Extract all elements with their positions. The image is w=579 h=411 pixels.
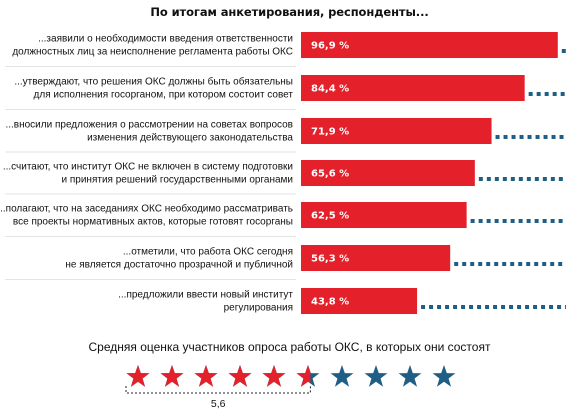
chart-title: По итогам анкетирования, респонденты... xyxy=(150,5,429,19)
rating-star xyxy=(126,365,150,387)
category-label: ...считают, что институт ОКС не включен … xyxy=(3,162,293,173)
rating-star xyxy=(296,365,320,387)
bar-row: 96,9 % ...заявили о необходимости введени… xyxy=(12,32,566,58)
bar-value-label: 96,9 % xyxy=(311,41,349,52)
rating-star xyxy=(194,365,218,387)
bar xyxy=(301,75,525,101)
category-label: не является достаточно прозрачной и публ… xyxy=(65,259,293,271)
bar-value-label: 71,9 % xyxy=(311,127,349,138)
star-fill xyxy=(262,365,286,387)
star-fill xyxy=(194,365,218,387)
category-label: ...полагают, что на заседаниях ОКС необх… xyxy=(0,203,293,215)
category-label: изменения действующего законодательства xyxy=(87,133,293,144)
bar-value-label: 84,4 % xyxy=(311,84,349,95)
star-fill xyxy=(160,365,184,387)
bar-value-label: 65,6 % xyxy=(311,169,349,180)
rating-star xyxy=(364,365,388,387)
category-label: ...отметили, что работа ОКС сегодня xyxy=(123,246,293,258)
bar xyxy=(301,160,475,186)
star-icon xyxy=(330,365,354,387)
bar-row: 71,9 % ...вносили предложения о рассмотре… xyxy=(5,118,566,144)
bar xyxy=(301,118,492,144)
bar xyxy=(301,245,451,271)
bar-row: 65,6 % ...считают, что институт ОКС не вк… xyxy=(3,160,566,186)
category-label: для исполнения госорганом, при котором с… xyxy=(34,90,294,101)
rating-bracket xyxy=(125,386,311,394)
category-label: все проекты нормативных актов, которые г… xyxy=(13,217,293,228)
bar-value-label: 43,8 % xyxy=(311,297,349,308)
rating-star xyxy=(398,365,422,387)
bar xyxy=(301,288,418,314)
rating-star xyxy=(432,365,456,387)
rating-star xyxy=(330,365,354,387)
rating-title: Средняя оценка участников опроса работы … xyxy=(88,340,491,354)
category-label: и принятия решений государственными орга… xyxy=(62,175,294,186)
star-fill xyxy=(228,365,252,387)
category-label: ...вносили предложения о рассмотрении на… xyxy=(5,120,293,131)
category-label: ...предложили ввести новый институт xyxy=(118,290,293,301)
bar xyxy=(301,32,558,58)
star-icon xyxy=(364,365,388,387)
bar-value-label: 62,5 % xyxy=(311,211,349,222)
star-icon xyxy=(398,365,422,387)
bar-row: 56,3 % ...отметили, что работа ОКС сегодн… xyxy=(65,245,566,271)
bar-value-label: 56,3 % xyxy=(311,254,349,265)
star-fill xyxy=(296,365,311,387)
bar xyxy=(301,202,467,228)
star-icon xyxy=(432,365,456,387)
bar-row: 84,4 % ...утверждают, что решения ОКС дол… xyxy=(14,75,566,101)
star-fill xyxy=(126,365,150,387)
category-label: ...утверждают, что решения ОКС должны бы… xyxy=(14,76,293,88)
category-label: ...заявили о необходимости введения отве… xyxy=(38,33,293,45)
category-label: регулирования xyxy=(224,303,293,314)
rating-star xyxy=(228,365,252,387)
bar-row: 43,8 % ...предложили ввести новый институ… xyxy=(118,288,566,314)
bar-row: 62,5 % ...полагают, что на заседаниях ОКС… xyxy=(0,202,566,228)
rating-star xyxy=(160,365,184,387)
category-label: должностных лиц за неисполнение регламен… xyxy=(12,46,293,58)
rating-value-label: 5,6 xyxy=(211,398,226,410)
rating-star xyxy=(262,365,286,387)
